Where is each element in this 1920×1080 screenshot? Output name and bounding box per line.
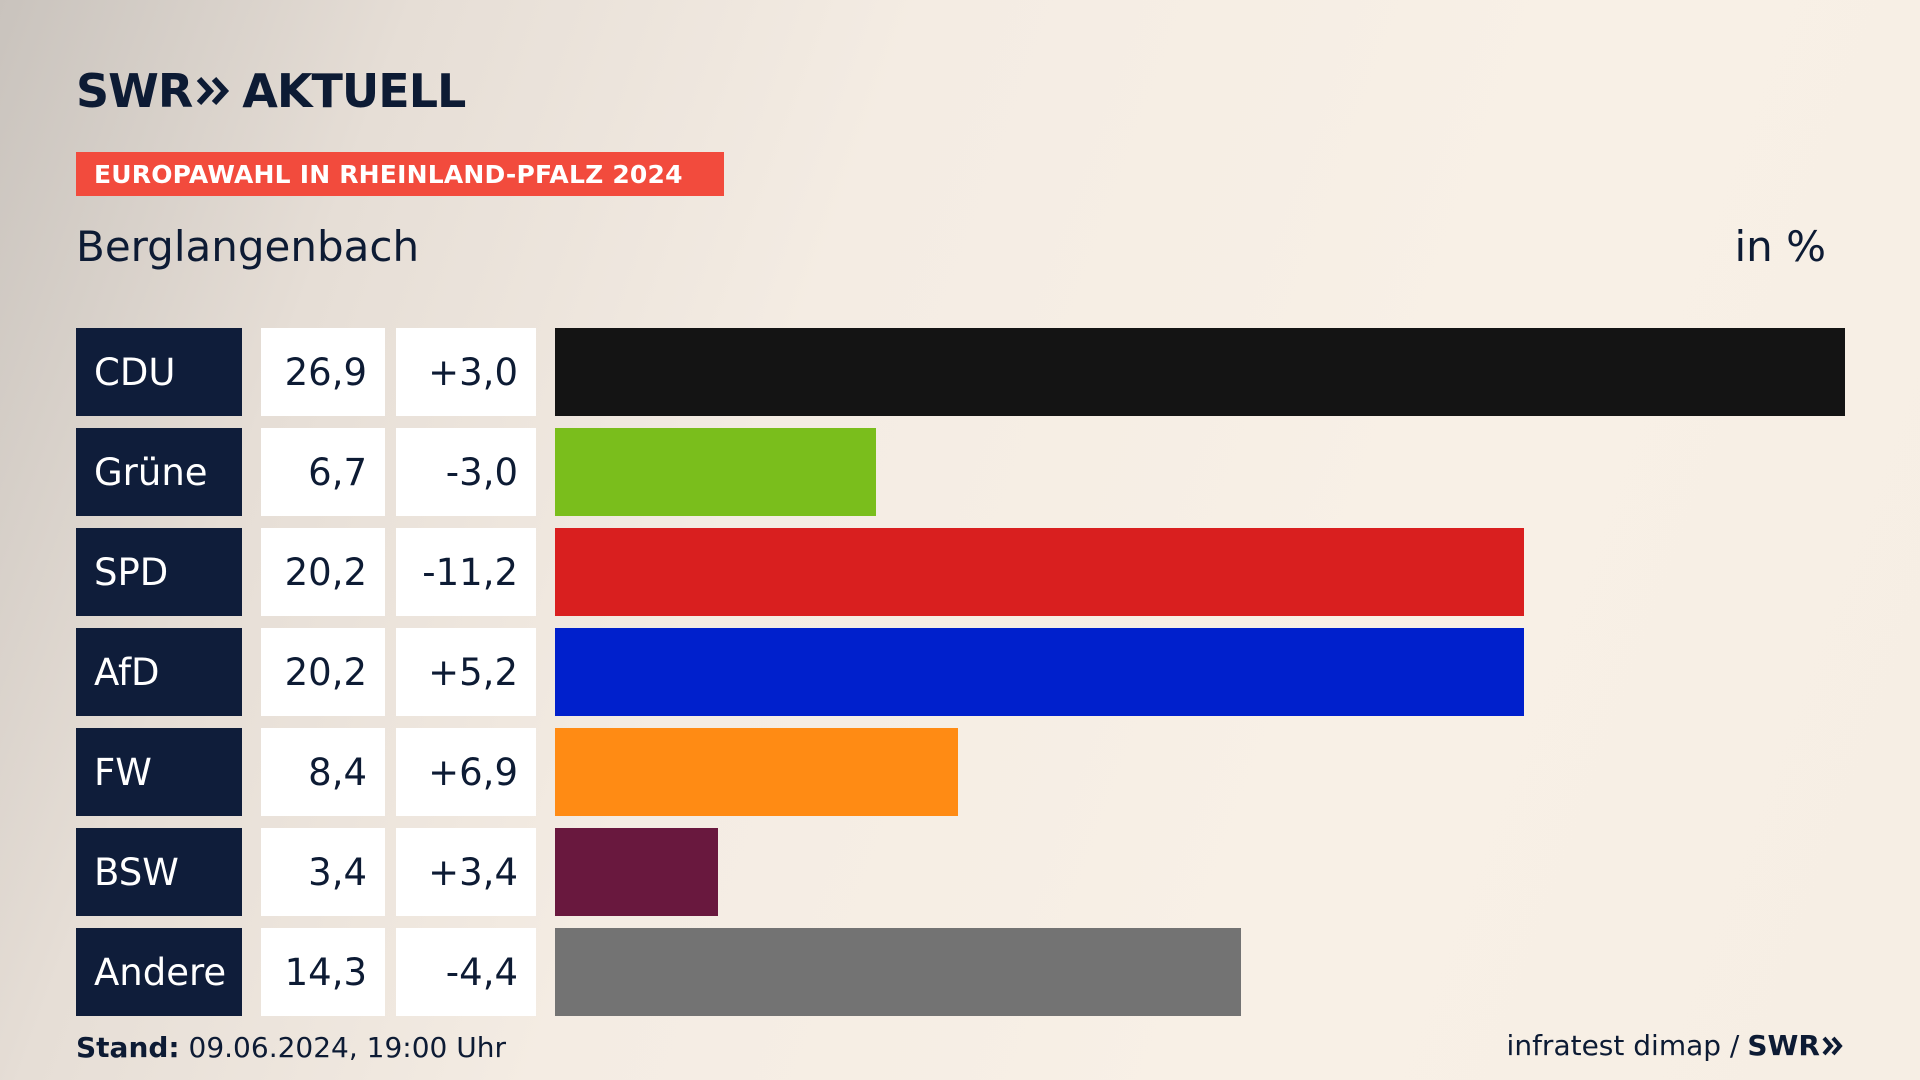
result-row: CDU 26,9 +3,0 — [76, 328, 1846, 416]
timestamp: Stand: 09.06.2024, 19:00 Uhr — [76, 1031, 506, 1064]
stand-label: Stand: — [76, 1031, 180, 1064]
footer-swr-text: SWR — [1747, 1029, 1820, 1062]
vote-share: 20,2 — [261, 528, 385, 616]
vote-share: 3,4 — [261, 828, 385, 916]
vote-share: 6,7 — [261, 428, 385, 516]
vote-change: +3,0 — [396, 328, 536, 416]
result-bar — [555, 928, 1241, 1016]
party-label: AfD — [76, 628, 242, 716]
party-label: CDU — [76, 328, 242, 416]
result-bar — [555, 728, 958, 816]
vote-change: +6,9 — [396, 728, 536, 816]
source-credit: infratest dimap / SWR — [1507, 1029, 1844, 1062]
result-row: AfD 20,2 +5,2 — [76, 628, 1846, 716]
vote-change: +5,2 — [396, 628, 536, 716]
logo-swr: SWR — [76, 64, 193, 118]
logo-aktuell: AKTUELL — [242, 64, 466, 118]
footer-swr-logo: SWR — [1747, 1029, 1844, 1062]
result-bar — [555, 828, 718, 916]
result-row: BSW 3,4 +3,4 — [76, 828, 1846, 916]
vote-share: 14,3 — [261, 928, 385, 1016]
vote-change: +3,4 — [396, 828, 536, 916]
party-label: BSW — [76, 828, 242, 916]
result-row: FW 8,4 +6,9 — [76, 728, 1846, 816]
vote-change: -3,0 — [396, 428, 536, 516]
party-label: Grüne — [76, 428, 242, 516]
result-row: SPD 20,2 -11,2 — [76, 528, 1846, 616]
region-title: Berglangenbach — [76, 222, 420, 271]
unit-label: in % — [1734, 222, 1826, 271]
result-bar — [555, 628, 1524, 716]
vote-share: 20,2 — [261, 628, 385, 716]
result-bar — [555, 528, 1524, 616]
vote-change: -11,2 — [396, 528, 536, 616]
vote-share: 8,4 — [261, 728, 385, 816]
result-row: Andere 14,3 -4,4 — [76, 928, 1846, 1016]
party-label: SPD — [76, 528, 242, 616]
footer-chevron-icon — [1822, 1036, 1843, 1055]
election-badge: EUROPAWAHL IN RHEINLAND-PFALZ 2024 — [76, 152, 724, 196]
result-bar — [555, 328, 1845, 416]
source-text: infratest dimap / — [1506, 1029, 1740, 1062]
result-bar — [555, 428, 876, 516]
double-chevron-icon — [196, 76, 230, 106]
swr-aktuell-logo: SWR AKTUELL — [76, 64, 466, 118]
party-label: FW — [76, 728, 242, 816]
result-row: Grüne 6,7 -3,0 — [76, 428, 1846, 516]
stand-value: 09.06.2024, 19:00 Uhr — [188, 1031, 506, 1064]
vote-share: 26,9 — [261, 328, 385, 416]
vote-change: -4,4 — [396, 928, 536, 1016]
party-label: Andere — [76, 928, 242, 1016]
